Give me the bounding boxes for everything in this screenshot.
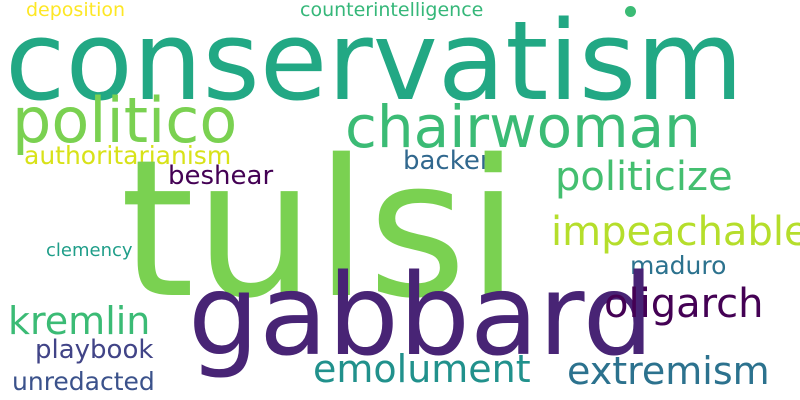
word-conservatism: conservatism [5, 0, 744, 125]
word-politicize: politicize [555, 154, 733, 200]
word-authoritarianism: authoritarianism [24, 141, 232, 170]
word-maduro: maduro [630, 251, 727, 280]
word-impeachable: impeachable [551, 209, 800, 255]
word-emolument: emolument [313, 347, 531, 391]
word-gabbard: gabbard [188, 251, 654, 381]
word-chairwoman: chairwoman [345, 93, 701, 161]
word-playbook: playbook [35, 335, 154, 365]
word-deposition: deposition [26, 0, 126, 21]
word-clemency: clemency [46, 240, 133, 261]
word-beshear: beshear [168, 161, 274, 191]
word-counterintelligence: counterintelligence [300, 0, 484, 21]
word-oligarch: oligarch [604, 281, 764, 327]
dot-mark [625, 6, 636, 17]
word-politico: politico [12, 84, 238, 157]
word-extremism: extremism [567, 349, 770, 393]
word-tulsi: tulsi [120, 119, 520, 340]
word-kremlin: kremlin [8, 299, 151, 343]
word-backer: backer [403, 146, 491, 176]
word-unredacted: unredacted [12, 367, 155, 396]
